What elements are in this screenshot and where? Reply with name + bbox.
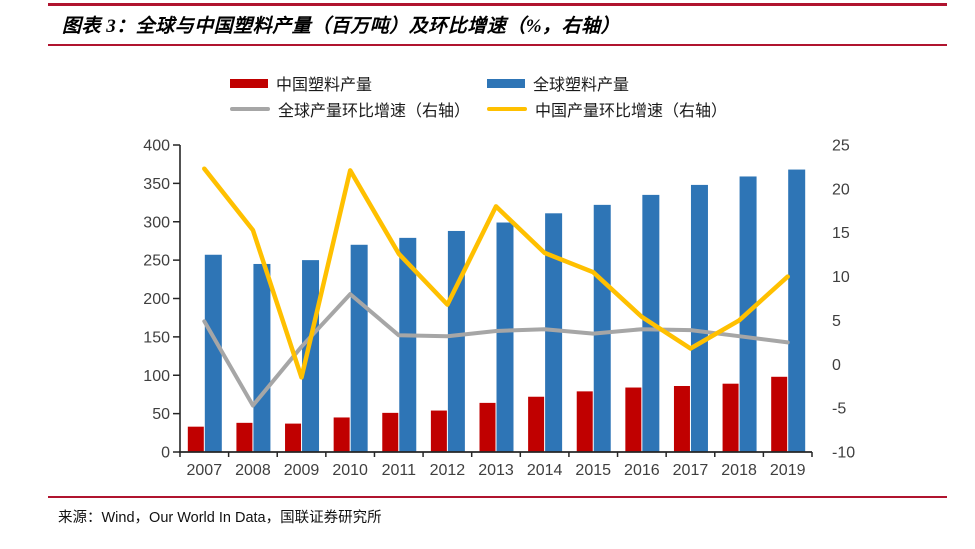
global-growth-swatch (230, 107, 270, 111)
year-label: 2017 (673, 462, 709, 479)
global-production-bar (350, 244, 368, 452)
global-production-bar (788, 169, 806, 452)
figure-title: 图表 3：全球与中国塑料产量（百万吨）及环比增速（%，右轴） (62, 16, 621, 37)
year-label: 2018 (721, 462, 757, 479)
right-axis-label: 5 (832, 313, 841, 330)
right-axis-label: 25 (832, 138, 850, 155)
source-rule (48, 496, 947, 498)
right-axis-label: 10 (832, 269, 850, 286)
right-axis-label: 0 (832, 357, 841, 374)
china-growth-line (202, 166, 790, 380)
year-label: 2016 (624, 462, 660, 479)
china-production-bar (625, 387, 642, 452)
china-production-bar (430, 410, 447, 452)
right-axis-label: -5 (832, 401, 846, 418)
year-label: 2012 (430, 462, 466, 479)
global-production-bar (253, 263, 271, 452)
left-axis-label: 400 (143, 138, 170, 155)
year-label: 2015 (575, 462, 611, 479)
legend-item-global-production: 全球塑料产量 (487, 74, 630, 94)
year-label: 2009 (284, 462, 320, 479)
title-rule (48, 44, 947, 46)
year-label: 2007 (187, 462, 223, 479)
left-axis-label: 300 (143, 214, 170, 231)
china-production-bar (722, 383, 739, 452)
left-axis-label: 100 (143, 368, 170, 385)
global-production-bar (593, 204, 611, 452)
global-production-bar (204, 254, 222, 452)
left-axis-label: 250 (143, 253, 170, 270)
right-axis-label: -10 (832, 445, 855, 462)
top-rule (48, 3, 947, 6)
china-production-bar (528, 396, 545, 452)
china-production-bar (771, 376, 788, 452)
china-production-bar (187, 426, 204, 452)
year-label: 2008 (235, 462, 271, 479)
global-production-bar (399, 237, 417, 452)
year-label: 2014 (527, 462, 563, 479)
global-growth-line (202, 292, 790, 408)
global-production-bar (302, 260, 320, 452)
year-label: 2013 (478, 462, 514, 479)
legend-item-china-production: 中国塑料产量 (230, 74, 373, 94)
left-axis-label: 150 (143, 329, 170, 346)
china-production-bar (333, 417, 350, 452)
left-axis-label: 200 (143, 291, 170, 308)
year-label: 2010 (332, 462, 368, 479)
china-production-bar (236, 422, 253, 452)
china-production-bar (382, 412, 399, 452)
china-growth-swatch (487, 107, 527, 111)
legend-item-china-growth: 中国产量环比增速（右轴） (487, 100, 728, 120)
year-label: 2011 (382, 462, 417, 479)
global-production-bar (545, 213, 563, 452)
global-production-bar (690, 184, 708, 452)
global-production-bar (447, 230, 465, 452)
year-label: 2019 (770, 462, 806, 479)
left-axis-label: 350 (143, 176, 170, 193)
legend-label: 中国塑料产量 (276, 77, 373, 94)
right-axis-label: 15 (832, 225, 850, 242)
china-production-bar (285, 423, 302, 452)
legend-label: 中国产量环比增速（右轴） (535, 103, 728, 120)
global-production-bar (496, 222, 514, 452)
global-production-swatch (487, 78, 525, 88)
china-production-swatch (230, 78, 268, 88)
left-axis-label: 50 (152, 406, 170, 423)
left-axis-label: 0 (161, 445, 170, 462)
china-production-bar (479, 402, 496, 452)
china-production-bar (576, 391, 593, 452)
right-axis-label: 20 (832, 181, 850, 198)
legend-item-global-growth: 全球产量环比增速（右轴） (230, 100, 471, 120)
china-production-bar (673, 385, 690, 452)
source-note: 来源：Wind，Our World In Data，国联证券研究所 (58, 510, 382, 526)
legend-label: 全球产量环比增速（右轴） (278, 103, 471, 120)
legend-label: 全球塑料产量 (533, 77, 630, 94)
